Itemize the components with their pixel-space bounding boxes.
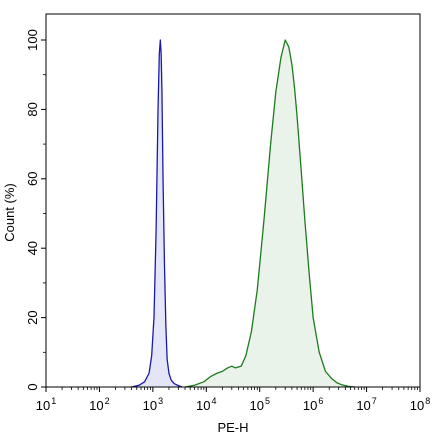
x-tick-label: 103	[143, 396, 163, 413]
y-axis-label: Count (%)	[2, 183, 17, 242]
y-tick-label: 60	[25, 172, 40, 186]
x-tick-base: 10	[303, 398, 317, 413]
y-tick-label: 80	[25, 102, 40, 116]
x-tick-exponent: 5	[265, 396, 270, 406]
y-tick-label: 0	[25, 383, 40, 390]
x-axis-label: PE-H	[217, 420, 248, 435]
x-tick-base: 10	[89, 398, 103, 413]
x-tick-label: 107	[356, 396, 376, 413]
x-tick-label: 105	[249, 396, 269, 413]
x-tick-exponent: 7	[372, 396, 377, 406]
histogram-line-2	[184, 39, 355, 388]
x-tick-base: 10	[196, 398, 210, 413]
x-tick-label: 104	[196, 396, 216, 413]
x-tick-base: 10	[36, 398, 50, 413]
x-tick-exponent: 1	[51, 396, 56, 406]
x-tick-label: 106	[303, 396, 323, 413]
x-tick-base: 10	[410, 398, 424, 413]
x-tick-exponent: 3	[158, 396, 163, 406]
x-tick-base: 10	[249, 398, 263, 413]
x-tick-exponent: 6	[318, 396, 323, 406]
x-tick-exponent: 4	[212, 396, 217, 406]
x-tick-label: 108	[410, 396, 430, 413]
histogram-fill-2	[185, 40, 355, 387]
x-tick-base: 10	[356, 398, 370, 413]
y-tick-label: 20	[25, 310, 40, 324]
y-tick-label: 40	[25, 241, 40, 255]
x-tick-label: 102	[89, 396, 109, 413]
x-tick-exponent: 8	[425, 396, 430, 406]
x-tick-exponent: 2	[105, 396, 110, 406]
histogram-line-1	[131, 39, 183, 388]
x-tick-label: 101	[36, 396, 56, 413]
x-tick-base: 10	[143, 398, 157, 413]
plot-frame	[45, 13, 421, 388]
y-tick-label: 100	[25, 29, 40, 51]
